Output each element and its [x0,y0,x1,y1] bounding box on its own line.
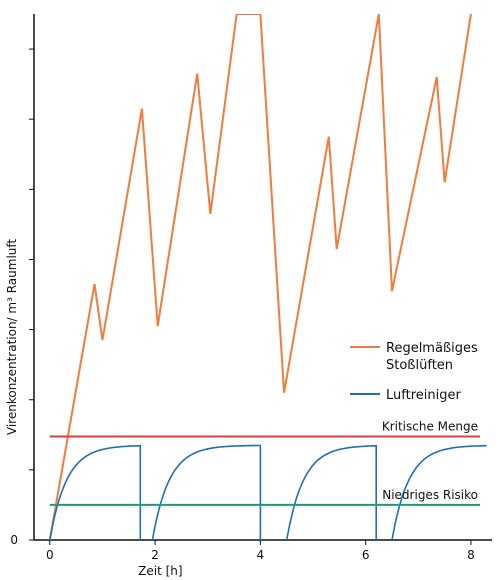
reference-label-0: Kritische Menge [382,420,478,434]
legend-label-1-0: Luftreiniger [386,388,461,403]
legend-label-0-0: Regelmäßiges [386,341,478,356]
series-line-regelmaessiges-stosslueften [48,14,472,540]
y-ticks: 0 [10,48,34,547]
y-axis-label: Virenkonzentration/ m³ Raumluft [5,239,19,436]
x-tick-label-4: 8 [467,548,475,562]
x-tick-label-0: 0 [46,548,54,562]
legend-label-0-1: Stoßlüften [386,358,453,373]
legend: Regelmäßiges Stoßlüften Luftreiniger [350,341,478,403]
y-tick-label-0: 0 [10,533,18,547]
x-tick-label-1: 2 [151,548,159,562]
axes: 0 0 2 4 6 8 [10,14,492,562]
series-layer [48,14,487,540]
x-tick-label-3: 6 [362,548,370,562]
series-line-luftreiniger [49,444,487,540]
reference-lines: Kritische Menge Niedriges Risiko [49,420,480,506]
x-axis-label: Zeit [h] [138,564,182,578]
x-ticks: 0 2 4 6 8 [46,540,475,562]
x-tick-label-2: 4 [257,548,265,562]
reference-label-1: Niedriges Risiko [382,488,478,502]
